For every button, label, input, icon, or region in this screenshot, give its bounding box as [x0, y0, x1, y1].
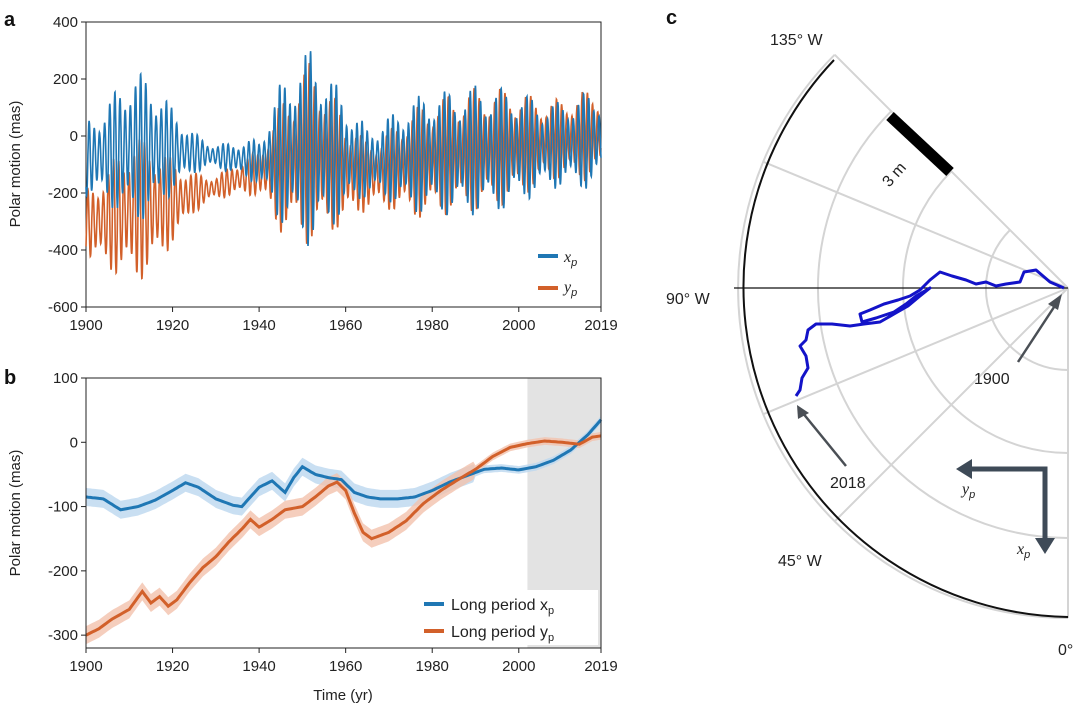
- panel-b-series: [85, 418, 603, 637]
- angle-label-0: 0°: [1058, 642, 1073, 659]
- panel-b-x-axis-label: Time (yr): [313, 687, 372, 704]
- panel-b: b 100 0 -100 -200 -300 1900 1920 1940 1960 1980 2…: [4, 367, 618, 704]
- panel-b-x-tick-label: 1960: [329, 658, 362, 675]
- panel-a-y-tick-label: 0: [70, 128, 78, 145]
- panel-a-x-tick-label: 1980: [416, 317, 449, 334]
- axis-arrow-yp-head: [956, 459, 972, 479]
- uncertainty-band-b-xp: [86, 415, 601, 519]
- panel-a-x-ticks: 1900 1920 1940 1960 1980 2000 2019: [69, 307, 618, 334]
- axis-label-yp: yp: [960, 481, 975, 501]
- axis-arrow-xp-head: [1035, 538, 1055, 554]
- panel-a-y-tick-label: 400: [53, 14, 78, 31]
- annotation-2018: 2018: [797, 405, 866, 492]
- panel-c-scale-label: 3 m: [879, 159, 909, 190]
- angle-label-135w: 135° W: [770, 32, 824, 49]
- angle-label-90w: 90° W: [666, 291, 711, 308]
- panel-b-x-ticks: 1900 1920 1940 1960 1980 2000 2019: [69, 648, 618, 675]
- panel-b-frame: [85, 377, 602, 649]
- polar-grid-spoke: [762, 287, 1069, 416]
- axis-arrows-elbow: [968, 466, 1048, 542]
- panel-b-x-tick-label: 2019: [584, 658, 617, 675]
- panel-b-x-tick-label: 1900: [69, 658, 102, 675]
- arrow-1900: [1016, 300, 1060, 363]
- panel-a-x-tick-label: 1940: [242, 317, 275, 334]
- axis-label-xp: xp: [1016, 541, 1030, 561]
- panel-b-label: b: [4, 367, 16, 389]
- panel-a-y-tick-label: 200: [53, 71, 78, 88]
- panel-b-y-axis-label: Polar motion (mas): [7, 450, 24, 577]
- panel-b-legend: Long period xp Long period yp: [420, 590, 598, 645]
- series-line-b-xp: [85, 418, 603, 512]
- panel-b-y-ticks: 100 0 -100 -200 -300: [48, 370, 86, 644]
- panel-b-y-tick-label: -100: [48, 499, 78, 516]
- panel-c-polar-grid: [737, 53, 1069, 619]
- legend-b-xp-label: Long period xp: [451, 597, 554, 617]
- panel-b-x-tick-label: 1920: [156, 658, 189, 675]
- annotation-2018-label: 2018: [830, 475, 866, 492]
- panel-a-label: a: [4, 9, 16, 31]
- panel-b-y-tick-label: -200: [48, 563, 78, 580]
- panel-b-x-tick-label: 1980: [416, 658, 449, 675]
- panel-a-frame: [85, 21, 602, 308]
- panel-a-y-tick-label: -200: [48, 185, 78, 202]
- panel-a-x-tick-label: 1900: [69, 317, 102, 334]
- panel-c-label: c: [666, 7, 677, 29]
- panel-a-y-axis-label: Polar motion (mas): [7, 101, 24, 228]
- polar-grid-spoke: [762, 160, 1069, 289]
- polar-grid-spoke: [833, 287, 1069, 523]
- panel-a-y-tick-label: -400: [48, 242, 78, 259]
- legend-a-yp-label: yp: [562, 279, 577, 299]
- legend-a-xp-label: xp: [563, 249, 577, 269]
- panel-c-scale-bar: [886, 111, 954, 177]
- panel-b-x-tick-label: 1940: [242, 658, 275, 675]
- panel-a-y-tick-label: -600: [48, 299, 78, 316]
- series-line-b-yp: [85, 434, 602, 637]
- panel-b-y-tick-label: 100: [53, 370, 78, 387]
- panel-a-legend: xp yp: [538, 249, 577, 299]
- panel-a-x-tick-label: 2000: [502, 317, 535, 334]
- axis-direction-arrows: yp xp: [956, 459, 1055, 561]
- panel-b-uncertainty-bands: [86, 415, 601, 645]
- angle-label-45w: 45° W: [778, 553, 823, 570]
- panel-a-series: [85, 51, 602, 280]
- panel-c: c 3 m 135° W 90° W 45° W 0° 1900 2018: [666, 7, 1073, 659]
- panel-a-x-tick-label: 1920: [156, 317, 189, 334]
- legend-b-background: [420, 590, 598, 645]
- polar-grid-spoke: [833, 53, 1069, 289]
- panel-b-y-tick-label: -300: [48, 627, 78, 644]
- legend-b-yp-label: Long period yp: [451, 624, 554, 644]
- panel-a-y-ticks: 400 200 0 -200 -400 -600: [48, 14, 86, 316]
- panel-b-y-tick-label: 0: [70, 434, 78, 451]
- arrow-1900-head: [1048, 294, 1062, 310]
- panel-c-pole-path: [794, 268, 1065, 397]
- annotation-1900: 1900: [974, 294, 1062, 388]
- arrow-2018: [801, 411, 847, 467]
- panel-a-x-tick-label: 2019: [584, 317, 617, 334]
- panel-a-x-tick-label: 1960: [329, 317, 362, 334]
- arrow-2018-head: [797, 405, 809, 419]
- annotation-1900-label: 1900: [974, 371, 1010, 388]
- panel-b-x-tick-label: 2000: [502, 658, 535, 675]
- panel-c-outer-arc: [742, 59, 1069, 618]
- series-line-a-xp: [85, 51, 602, 246]
